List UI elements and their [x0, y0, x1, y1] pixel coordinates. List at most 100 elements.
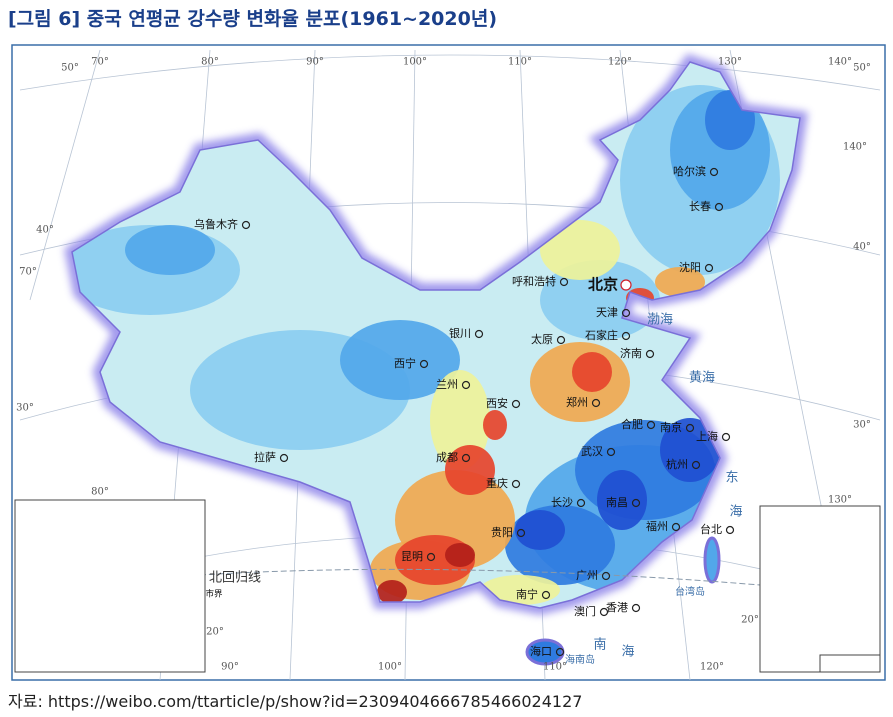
city-marker: [721, 432, 731, 442]
graticule-label: 30°: [16, 403, 34, 414]
source: 자료: https://weibo.com/ttarticle/p/show?i…: [8, 692, 583, 711]
city-marker: [685, 423, 695, 433]
city-label: 广州: [576, 569, 598, 582]
precip-zone: [340, 320, 460, 400]
city-label: 哈尔滨: [673, 164, 706, 178]
city-marker: [646, 420, 656, 430]
city-label: 杭州: [666, 457, 688, 471]
city-marker: [461, 380, 471, 390]
graticule-label: 140°: [828, 57, 852, 68]
city-label: 银川: [449, 326, 471, 340]
city-label: 长沙: [551, 496, 573, 509]
graticule-label: 70°: [19, 267, 37, 278]
city-marker: [559, 277, 569, 287]
city-label: 台北: [700, 522, 722, 536]
precip-zone: [483, 410, 507, 440]
city-marker: [621, 331, 631, 341]
precip-zone: [377, 580, 407, 604]
graticule-label: 130°: [718, 57, 742, 68]
city-label: 呼和浩特: [512, 274, 556, 288]
city-marker: [709, 167, 719, 177]
city-marker: [541, 590, 551, 600]
city-label: 郑州: [566, 395, 588, 409]
city-marker: [606, 447, 616, 457]
place-label: 海南岛: [565, 653, 595, 666]
city-label: 兰州: [436, 378, 458, 391]
graticule-label: 140°: [843, 142, 867, 153]
graticule-label: 130°: [828, 495, 852, 506]
precip-zone: [445, 543, 475, 567]
city-marker: [691, 460, 701, 470]
city-label: 西宁: [394, 356, 416, 370]
place-label: 海: [729, 505, 742, 520]
city-marker: [516, 528, 526, 538]
graticule-label: 50°: [61, 63, 79, 74]
city-marker: [725, 525, 735, 535]
city-label: 南昌: [606, 496, 628, 509]
city-marker: [279, 453, 289, 463]
tropic-line: [199, 568, 761, 586]
city-marker: [591, 398, 601, 408]
graticule-label: 40°: [36, 225, 54, 236]
graticule-label: 120°: [608, 57, 632, 68]
city-label: 武汉: [581, 445, 603, 458]
city-label: 西安: [486, 396, 508, 410]
graticule-label: 20°: [206, 627, 224, 638]
city-label: 天津: [596, 306, 618, 319]
city-marker: [556, 335, 566, 345]
city-marker: [671, 522, 681, 532]
city-marker: [621, 308, 631, 318]
city-marker: [511, 479, 521, 489]
city-marker: [714, 202, 724, 212]
precip-zone: [572, 352, 612, 392]
city-label: 南宁: [516, 587, 538, 601]
graticule-label: 70°: [91, 57, 109, 68]
graticule-label: 30°: [853, 420, 871, 431]
city-marker: [645, 349, 655, 359]
city-label: 成都: [436, 451, 458, 464]
graticule-label: 120°: [700, 662, 724, 673]
graticule-label: 100°: [403, 57, 427, 68]
city-label: 重庆: [486, 476, 508, 490]
graticule-label: 80°: [91, 487, 109, 498]
graticule-label: 80°: [201, 57, 219, 68]
graticule-label: 110°: [543, 662, 567, 673]
city-label: 贵阳: [491, 526, 513, 539]
precip-zone: [430, 370, 490, 470]
city-label: 昆明: [401, 550, 423, 563]
graticule-label: 100°: [378, 662, 402, 673]
city-label: 沈阳: [679, 260, 701, 274]
city-marker: [576, 498, 586, 508]
precip-zone: [445, 445, 495, 495]
precip-zone: [655, 267, 705, 297]
capital-marker: [620, 279, 632, 291]
figure-title: [그림 6] 중국 연평균 강수량 변화율 분포(1961~2020년): [8, 8, 498, 30]
city-label: 拉萨: [254, 450, 276, 464]
place-label: 北回归线: [209, 571, 261, 586]
city-label: 乌鲁木齐: [194, 217, 238, 231]
city-label: 香港: [606, 601, 628, 614]
city-marker: [599, 607, 609, 617]
city-marker: [426, 552, 436, 562]
place-label: 南: [593, 637, 606, 653]
inset-box: [759, 505, 881, 673]
place-label: 渤海: [647, 312, 673, 328]
city-marker: [704, 263, 714, 273]
precip-zone: [660, 418, 720, 482]
city-label: 济南: [620, 346, 642, 360]
place-label: 台湾岛: [675, 585, 705, 598]
city-label: 太原: [531, 333, 553, 346]
legend-box: [14, 499, 206, 673]
precip-zone: [480, 575, 560, 605]
place-label: 海: [621, 645, 634, 660]
city-marker: [631, 498, 641, 508]
graticule-label: 20°: [741, 615, 759, 626]
graticule-label: 110°: [508, 57, 532, 68]
city-marker: [474, 329, 484, 339]
precip-zone: [540, 220, 620, 280]
graticule-label: 40°: [853, 242, 871, 253]
city-label: 石家庄: [585, 328, 618, 342]
city-marker: [419, 359, 429, 369]
